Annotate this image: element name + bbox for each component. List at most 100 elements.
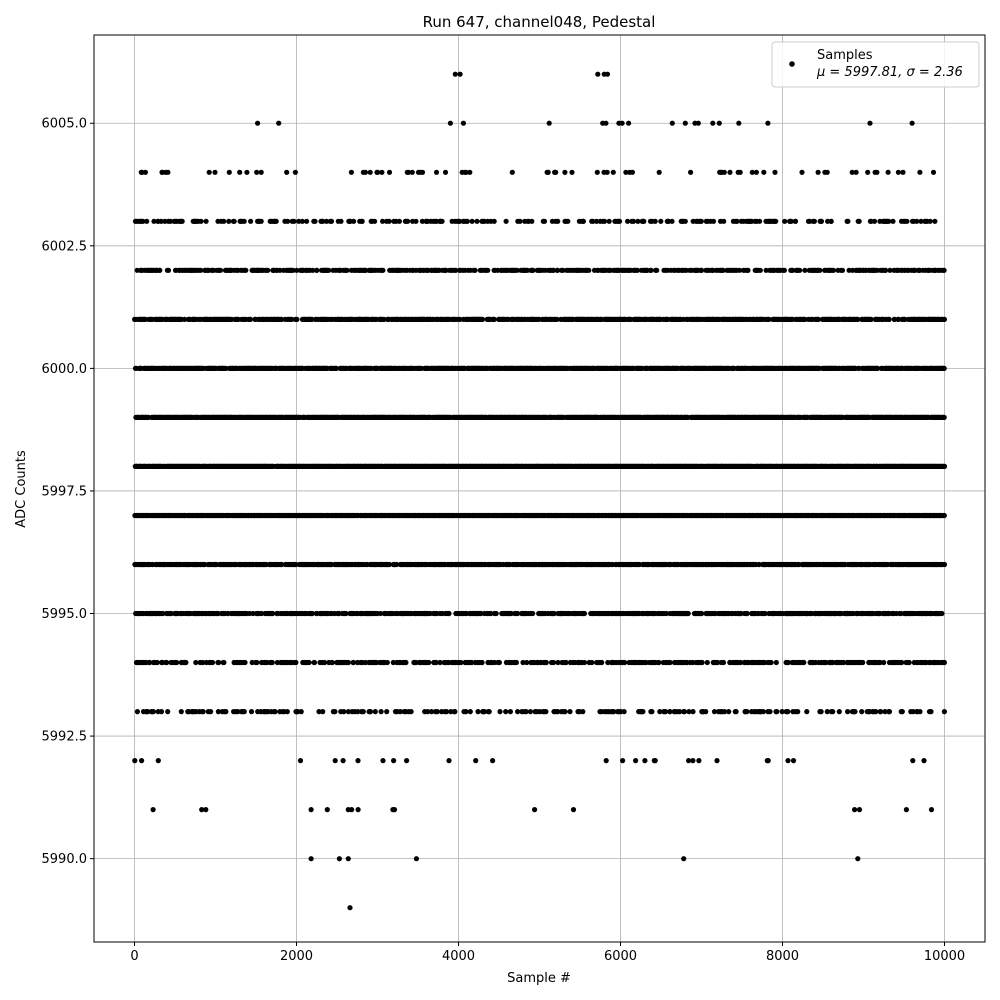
- data-point: [722, 709, 728, 715]
- data-point: [555, 709, 561, 715]
- data-point: [377, 610, 384, 617]
- data-point: [899, 659, 905, 666]
- data-point: [463, 709, 469, 715]
- data-point: [681, 709, 688, 715]
- data-point: [134, 709, 140, 715]
- data-point: [703, 709, 709, 715]
- data-point: [183, 659, 189, 666]
- data-point: [801, 659, 807, 666]
- data-point: [667, 709, 673, 715]
- data-point: [469, 659, 475, 666]
- data-point: [150, 709, 156, 715]
- data-point: [320, 709, 326, 715]
- data-point: [200, 709, 206, 715]
- data-point: [941, 561, 948, 568]
- data-point: [910, 709, 916, 715]
- data-point: [221, 659, 227, 666]
- data-point: [475, 709, 481, 715]
- data-point: [329, 659, 335, 666]
- data-point: [208, 709, 214, 715]
- data-point: [223, 709, 229, 715]
- data-point: [452, 709, 458, 715]
- data-point: [860, 659, 866, 666]
- data-point: [250, 610, 256, 617]
- data-point: [589, 659, 595, 666]
- data-point: [543, 709, 549, 715]
- data-point: [760, 709, 766, 715]
- data-point: [403, 659, 409, 666]
- data-point: [446, 610, 452, 617]
- data-point: [882, 709, 888, 715]
- data-point: [662, 709, 669, 715]
- data-point: [372, 709, 378, 715]
- data-point: [877, 659, 883, 666]
- data-point: [272, 709, 278, 715]
- data-point: [215, 610, 221, 617]
- data-point: [488, 610, 494, 617]
- data-point: [316, 709, 322, 715]
- data-point: [762, 610, 768, 617]
- data-point: [667, 659, 673, 666]
- data-point: [611, 709, 617, 715]
- data-point: [458, 659, 464, 666]
- data-point: [216, 659, 222, 666]
- data-point: [158, 709, 165, 715]
- data-point: [562, 709, 568, 715]
- data-point: [298, 709, 304, 715]
- data-point: [852, 709, 858, 715]
- data-point: [378, 709, 384, 715]
- data-point: [386, 561, 392, 568]
- data-point: [711, 709, 718, 715]
- data-point: [367, 709, 373, 715]
- data-point: [663, 610, 670, 617]
- data-point: [886, 709, 893, 715]
- data-point: [428, 709, 434, 715]
- data-point: [649, 709, 655, 715]
- data-point: [524, 659, 530, 666]
- data-point: [756, 561, 762, 568]
- data-point: [341, 709, 347, 715]
- data-point: [527, 709, 534, 715]
- data-point: [523, 709, 529, 715]
- data-point: [444, 709, 450, 715]
- data-point: [699, 610, 705, 617]
- data-point: [467, 709, 473, 715]
- data-point: [567, 709, 573, 715]
- data-point: [520, 659, 526, 666]
- data-point: [744, 709, 750, 715]
- data-point: [384, 659, 390, 666]
- data-point: [424, 709, 431, 715]
- data-point: [704, 659, 710, 666]
- data-point: [726, 709, 732, 715]
- data-point: [242, 659, 248, 666]
- data-point: [254, 659, 260, 666]
- data-point: [174, 659, 180, 666]
- data-point: [248, 709, 255, 715]
- data-point: [581, 659, 588, 666]
- data-point: [906, 659, 912, 666]
- data-point: [486, 709, 492, 715]
- data-point: [824, 709, 830, 715]
- data-point: [306, 659, 312, 666]
- data-point: [168, 610, 174, 617]
- data-point: [773, 659, 779, 666]
- data-point: [551, 610, 557, 617]
- data-point: [479, 659, 485, 666]
- data-point: [881, 659, 887, 666]
- data-point: [830, 709, 836, 715]
- data-point: [515, 709, 521, 715]
- data-point: [345, 709, 351, 715]
- data-point: [686, 709, 692, 715]
- data-point: [147, 659, 153, 666]
- data-point: [599, 659, 605, 666]
- data-point: [345, 659, 351, 666]
- data-point: [941, 659, 948, 666]
- data-point: [917, 709, 923, 715]
- data-point: [426, 659, 432, 666]
- data-point: [384, 709, 390, 715]
- data-point: [215, 709, 221, 715]
- data-point: [164, 659, 170, 666]
- data-point: [941, 463, 948, 469]
